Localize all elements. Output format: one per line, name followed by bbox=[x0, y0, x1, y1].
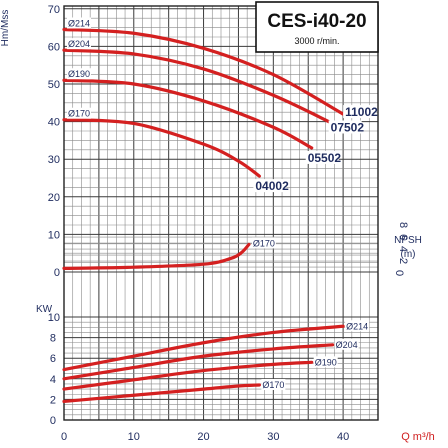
curve-label-bg bbox=[67, 17, 91, 29]
head-tick-label: 50 bbox=[48, 79, 60, 91]
npsh-curve bbox=[62, 242, 251, 270]
title-box: CES-i40-20 3000 r/min. bbox=[255, 1, 379, 53]
power-curve bbox=[62, 360, 314, 391]
model-label-bg bbox=[328, 120, 362, 134]
curve-label-bg bbox=[67, 68, 91, 80]
chart-title: CES-i40-20 bbox=[267, 11, 366, 32]
curve-label-bg bbox=[251, 237, 276, 249]
power-tick-label: 6 bbox=[50, 353, 56, 365]
curve-label-bg bbox=[67, 38, 91, 50]
head-tick-label: 60 bbox=[48, 41, 60, 53]
title-box-frame bbox=[255, 1, 379, 53]
x-axis-label: Q m³/h bbox=[401, 431, 435, 443]
head-tick-label: 70 bbox=[48, 4, 60, 16]
head-curve-model-label: 07502 bbox=[331, 120, 365, 134]
power-curve-diameter-label: Ø214 bbox=[346, 321, 368, 331]
npsh-curve-label: Ø170 bbox=[253, 238, 275, 248]
npsh-tick-label: 6 bbox=[397, 234, 409, 240]
x-tick-label: 30 bbox=[267, 431, 279, 443]
plot-frame bbox=[63, 5, 379, 421]
curve-label-bg bbox=[313, 356, 338, 368]
power-curve-diameter-label: Ø170 bbox=[262, 380, 284, 390]
model-label-bg bbox=[305, 150, 339, 164]
model-label-bg bbox=[253, 179, 287, 193]
x-tick-label: 0 bbox=[61, 431, 67, 443]
curves bbox=[62, 27, 345, 404]
power-axis-label: KW bbox=[36, 304, 53, 315]
head-curve-model-label: 04002 bbox=[255, 179, 289, 193]
power-tick-label: 2 bbox=[50, 394, 56, 406]
head-tick-label: 40 bbox=[48, 117, 60, 129]
curve-label-bg bbox=[345, 320, 370, 332]
npsh-tick-label: 2 bbox=[397, 258, 409, 264]
head-curve-07502 bbox=[62, 48, 335, 126]
head-tick-label: 30 bbox=[48, 154, 60, 166]
labels: 0 10 20 30 400102030405060700246810Hm/MssKWQ… bbox=[0, 4, 435, 443]
head-tick-label: 0 bbox=[54, 267, 60, 279]
curve-label-bg bbox=[261, 378, 286, 390]
power-tick-label: 8 bbox=[50, 333, 56, 345]
npsh-axis-unit: (m) bbox=[401, 249, 416, 260]
head-curve-05502 bbox=[62, 78, 314, 150]
head-curve-model-label: 11002 bbox=[345, 105, 378, 119]
head-axis-label: Hm/Mss bbox=[0, 10, 11, 47]
head-curve-11002 bbox=[62, 27, 345, 116]
power-curve bbox=[62, 343, 335, 381]
power-tick-label: 0 bbox=[50, 415, 56, 427]
x-tick-label: 20 bbox=[197, 431, 209, 443]
power-curve-diameter-label: Ø190 bbox=[315, 357, 337, 367]
npsh-tick-label: 0 bbox=[393, 270, 405, 276]
head-curve-model-label: 05502 bbox=[308, 151, 342, 165]
power-curve bbox=[62, 324, 345, 372]
head-curve-diameter-label: Ø190 bbox=[68, 69, 90, 79]
curve-label-bg bbox=[67, 107, 91, 119]
npsh-tick-label: 4 bbox=[397, 246, 409, 252]
x-tick-label: 10 bbox=[128, 431, 140, 443]
x-tick-label: 40 bbox=[337, 431, 349, 443]
power-curve bbox=[62, 383, 261, 404]
curve-label-bg bbox=[334, 338, 359, 350]
npsh-axis-label: NPSH bbox=[394, 235, 422, 246]
power-tick-label: 4 bbox=[50, 374, 56, 386]
head-curve-diameter-label: Ø214 bbox=[68, 18, 90, 28]
head-curve-04002 bbox=[62, 118, 261, 178]
model-label-bg bbox=[343, 105, 377, 119]
npsh-tick-label: 8 bbox=[397, 222, 409, 228]
head-curve-diameter-label: Ø170 bbox=[68, 109, 90, 119]
power-curve-diameter-label: Ø204 bbox=[336, 340, 358, 350]
head-tick-label: 10 bbox=[48, 229, 60, 241]
head-tick-label: 20 bbox=[48, 192, 60, 204]
head-curve-diameter-label: Ø204 bbox=[68, 39, 90, 49]
power-tick-label: 10 bbox=[48, 312, 60, 324]
chart-subtitle: 3000 r/min. bbox=[294, 36, 339, 46]
